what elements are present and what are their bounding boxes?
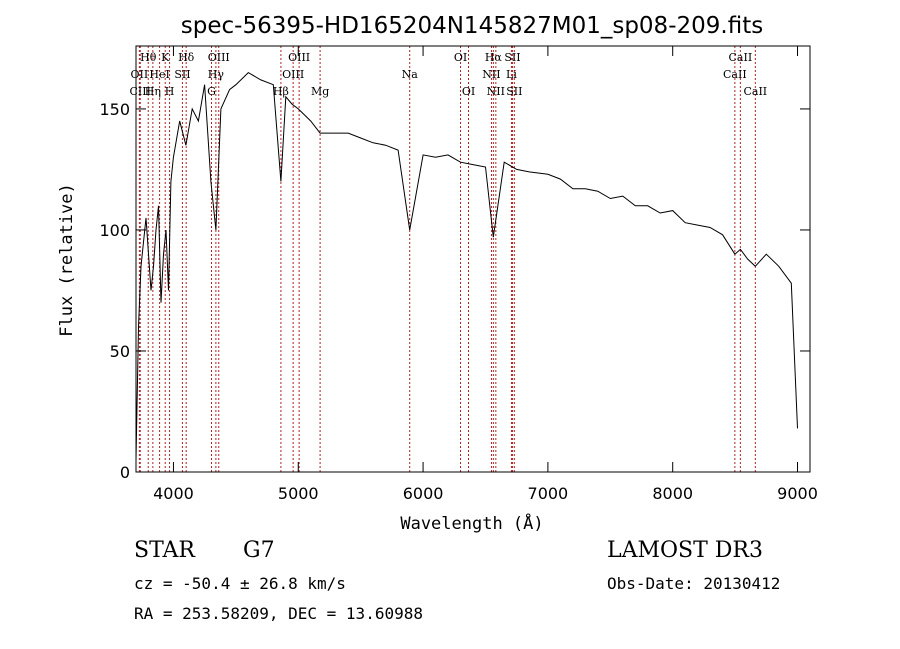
line-label: NII (487, 85, 505, 98)
object-type: STAR (134, 538, 195, 563)
x-tick-label: 9000 (777, 484, 818, 503)
y-axis-ticks: 0 50 100 150 (99, 100, 810, 482)
line-label: CaII (743, 85, 767, 98)
line-label: HeI (149, 68, 169, 81)
chart-title: spec-56395-HD165204N145827M01_sp08-209.f… (181, 13, 763, 39)
emission-line-markers (138, 46, 756, 472)
survey-name: LAMOST DR3 (607, 538, 763, 563)
observation-date: Obs-Date: 20130412 (607, 574, 781, 593)
x-axis-label: Wavelength (Å) (400, 512, 543, 534)
line-label: Hα (485, 51, 503, 64)
line-label: Hη (145, 85, 161, 98)
y-tick-label: 150 (99, 100, 130, 119)
line-label: OIII (282, 68, 304, 81)
redshift-cz: cz = -50.4 ± 26.8 km/s (134, 574, 346, 593)
line-label: OIII (288, 51, 310, 64)
line-label: NII (482, 68, 500, 81)
line-label: OI (462, 85, 475, 98)
line-label: SII (174, 68, 190, 81)
line-label: Hδ (178, 51, 195, 64)
line-label: Na (402, 68, 419, 81)
y-axis-label: Flux (relative) (57, 183, 77, 337)
line-label: OIII (208, 51, 230, 64)
line-label: OII (131, 68, 149, 81)
line-label: CIII (130, 85, 151, 98)
line-label: Li (506, 68, 517, 81)
line-label: H (165, 85, 175, 98)
line-label: SII (504, 51, 520, 64)
line-label: OI (454, 51, 467, 64)
line-label: CaII (729, 51, 753, 64)
x-tick-label: 4000 (153, 484, 194, 503)
spectral-subclass: G7 (243, 538, 275, 563)
line-label: Mg (311, 85, 329, 98)
line-label: SII (506, 85, 522, 98)
plot-frame (135, 45, 811, 473)
line-label: K (161, 51, 170, 64)
x-tick-label: 6000 (403, 484, 444, 503)
x-tick-label: 8000 (652, 484, 693, 503)
coordinates: RA = 253.58209, DEC = 13.60988 (134, 604, 423, 623)
y-tick-label: 100 (99, 221, 130, 240)
line-label: Hβ (273, 85, 289, 98)
line-label: CaII (723, 68, 747, 81)
spectrum-line (135, 71, 798, 460)
x-tick-label: 5000 (278, 484, 319, 503)
line-label: Hθ (140, 51, 157, 64)
y-tick-label: 0 (120, 463, 130, 482)
y-tick-label: 50 (110, 342, 130, 361)
line-label: Hγ (208, 68, 225, 81)
x-axis-ticks: 4000 5000 6000 7000 8000 9000 (153, 46, 818, 503)
line-label: G (207, 85, 216, 98)
x-tick-label: 7000 (528, 484, 569, 503)
